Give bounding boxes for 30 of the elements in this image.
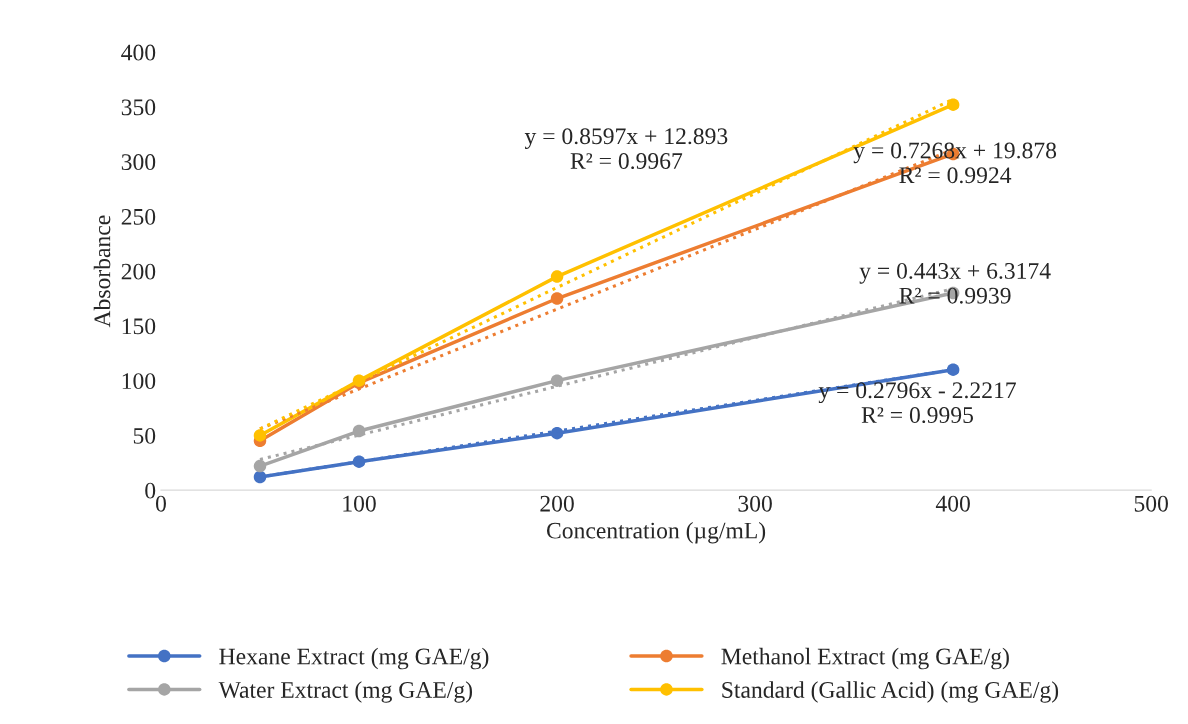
y-tick-label: 50: [133, 427, 156, 444]
x-tick-label: 100: [343, 495, 376, 512]
legend-label: Hexane Extract (mg GAE/g): [219, 647, 489, 670]
annotation: y = 0.7268x + 19.878 R² = 0.9924: [853, 142, 1057, 184]
y-tick-label: 150: [122, 318, 156, 335]
annotation: y = 0.8597x + 12.893 R² = 0.9967: [524, 128, 728, 170]
x-tick-label: 500: [1134, 495, 1168, 512]
x-tick-label: 300: [738, 495, 772, 512]
y-tick-label: 200: [121, 263, 156, 280]
y-axis-title: Absorbance: [93, 215, 111, 328]
point: [550, 426, 564, 440]
point: [946, 98, 960, 111]
point: [253, 429, 267, 442]
legend-label: Standard (Gallic Acid) (mg GAE/g): [722, 681, 1059, 703]
y-tick-label: 100: [122, 373, 156, 390]
point: [253, 459, 267, 473]
x-tick-label: 200: [540, 495, 574, 512]
legend-label: Methanol Extract (mg GAE/g): [721, 647, 1009, 670]
y-tick-label: 250: [121, 208, 156, 225]
y-tick-label: 300: [121, 154, 156, 171]
annotation: y = 0.443x + 6.3174 R² = 0.9939: [859, 262, 1051, 304]
x-axis-title: Concentration (µg/mL): [546, 521, 766, 544]
y-tick-label: 350: [121, 99, 156, 116]
y-tick-label: 0: [145, 482, 156, 499]
point: [550, 270, 564, 283]
point: [550, 374, 564, 387]
point: [550, 292, 564, 305]
x-tick-label: 400: [935, 495, 970, 512]
y-tick-label: 400: [121, 44, 156, 61]
legend-label: Water Extract (mg GAE/g): [218, 681, 473, 703]
